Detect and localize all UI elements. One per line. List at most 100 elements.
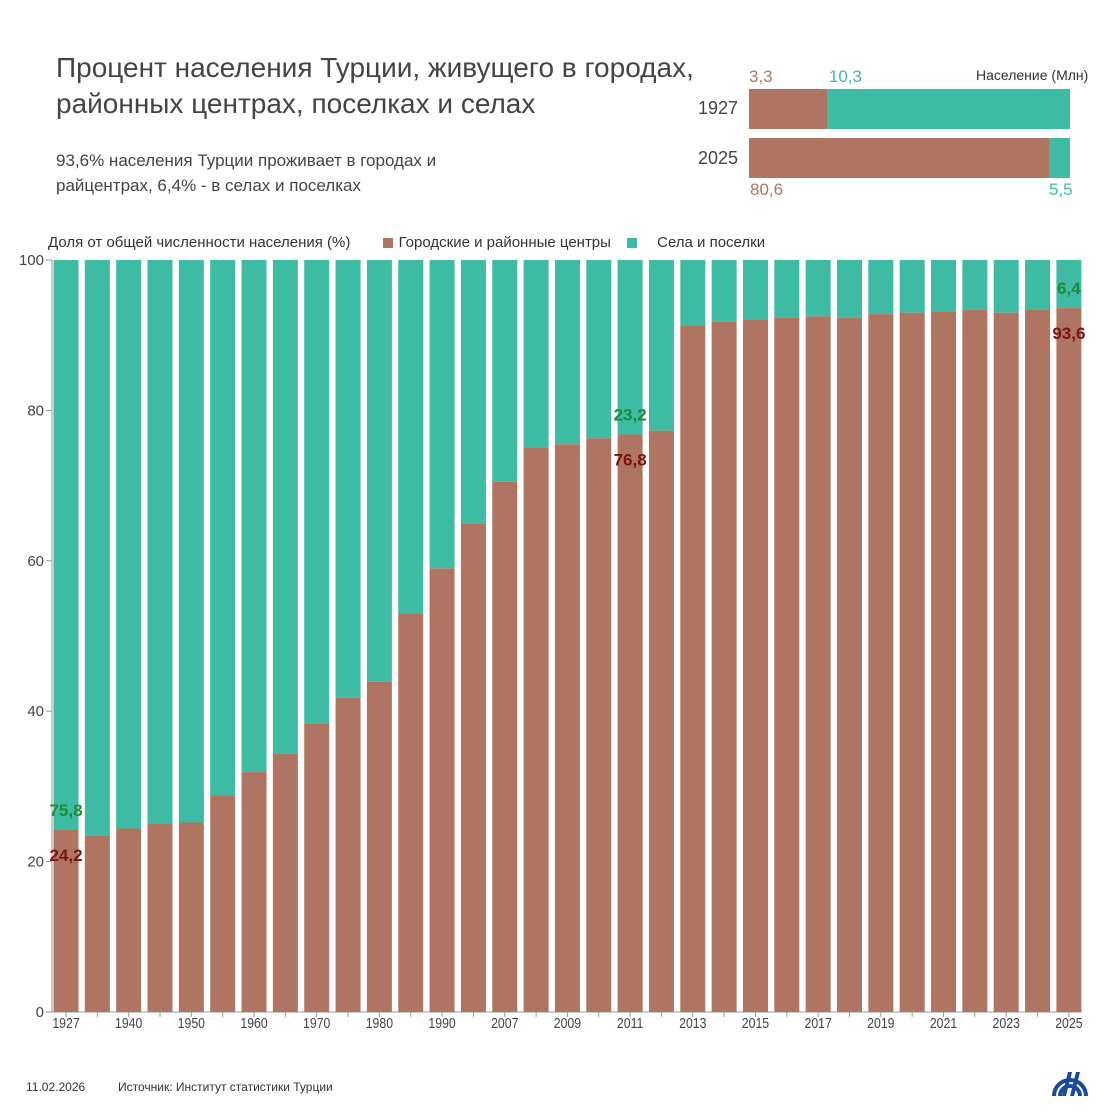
x-tick-label: 2011 bbox=[617, 1015, 643, 1031]
legend-swatch-rural bbox=[627, 238, 638, 249]
subtitle: 93,6% населения Турции проживает в город… bbox=[56, 151, 437, 195]
x-tick-label: 2013 bbox=[679, 1015, 707, 1031]
mini-unit-label: Население (Млн) bbox=[976, 67, 1089, 83]
bar-rural-1955 bbox=[210, 260, 236, 796]
bar-urban-1945 bbox=[147, 824, 173, 1012]
x-tick-label: 2019 bbox=[867, 1015, 894, 1031]
bar-rural-2024 bbox=[1025, 260, 1051, 310]
y-tick-label: 100 bbox=[19, 252, 44, 269]
x-tick-label: 1940 bbox=[115, 1015, 143, 1031]
bar-urban-1970 bbox=[304, 723, 330, 1012]
bar-rural-2020 bbox=[899, 260, 925, 313]
x-tick-label: 2017 bbox=[804, 1015, 831, 1031]
x-tick-label: 2009 bbox=[554, 1015, 581, 1031]
bar-rural-2010 bbox=[586, 260, 612, 439]
y-axis-label: Доля от общей численности населения (%) bbox=[48, 234, 351, 251]
bar-rural-1975 bbox=[335, 260, 361, 698]
data-label-rural-2011: 23,2 bbox=[614, 405, 647, 424]
bar-rural-2022 bbox=[962, 260, 988, 310]
mini-urban-label-2025: 80,6 bbox=[750, 180, 784, 199]
bar-urban-2022 bbox=[962, 309, 988, 1013]
y-tick-label: 20 bbox=[27, 854, 44, 871]
bar-rural-2012 bbox=[648, 260, 674, 431]
bar-urban-1990 bbox=[429, 568, 455, 1012]
bar-rural-2011 bbox=[617, 260, 643, 435]
mini-urban-label-1927: 3,3 bbox=[749, 67, 773, 86]
bar-urban-2010 bbox=[586, 438, 612, 1012]
data-label-urban-2025: 93,6 bbox=[1052, 324, 1085, 343]
bar-rural-2017 bbox=[805, 260, 831, 317]
bar-urban-1960 bbox=[241, 772, 267, 1012]
footer-date: 11.02.2026 bbox=[26, 1080, 86, 1094]
data-label-rural-2025: 6,4 bbox=[1057, 279, 1081, 298]
bar-urban-1985 bbox=[398, 613, 424, 1012]
mini-rural-label-2025: 5,5 bbox=[1049, 180, 1073, 199]
bar-urban-2018 bbox=[837, 317, 862, 1012]
bar-urban-1950 bbox=[178, 822, 204, 1012]
bar-urban-1955 bbox=[210, 795, 236, 1012]
bar-rural-2015 bbox=[742, 260, 768, 320]
bar-urban-1940 bbox=[116, 828, 142, 1012]
bar-urban-2025 bbox=[1056, 308, 1082, 1012]
bar-urban-2000 bbox=[460, 523, 486, 1012]
bar-urban-1980 bbox=[366, 681, 392, 1012]
stacked-bar-chart: 0 20 40 60 80 100 1927 1940 1950 1960 1970 1980 1990… bbox=[19, 252, 1085, 1031]
bar-urban-2009 bbox=[554, 444, 580, 1012]
bar-rural-2013 bbox=[680, 260, 706, 326]
page-title: Процент населения Турции, живущего в гор… bbox=[56, 52, 694, 119]
bar-urban-2017 bbox=[805, 316, 831, 1012]
bar-rural-2023 bbox=[993, 260, 1019, 313]
bar-urban-2020 bbox=[899, 312, 925, 1012]
x-tick-label: 2025 bbox=[1055, 1015, 1083, 1031]
bar-urban-1935 bbox=[84, 835, 110, 1012]
mini-year-1927: 1927 bbox=[698, 98, 739, 118]
bar-urban-1927 bbox=[53, 830, 79, 1012]
x-tick-label: 2007 bbox=[491, 1015, 518, 1031]
x-tick-label: 1990 bbox=[428, 1015, 456, 1031]
mini-bar-urban-2025 bbox=[749, 138, 1050, 178]
bar-rural-1945 bbox=[147, 260, 173, 824]
bar-urban-2021 bbox=[931, 311, 957, 1012]
data-label-rural-1927: 75,8 bbox=[49, 801, 82, 820]
x-tick-label: 2015 bbox=[742, 1015, 770, 1031]
mini-year-2025: 2025 bbox=[698, 148, 739, 168]
bar-rural-2019 bbox=[868, 260, 894, 315]
x-tick-label: 2023 bbox=[993, 1015, 1021, 1031]
bar-urban-2008 bbox=[523, 448, 549, 1012]
bar-rural-2018 bbox=[837, 260, 862, 318]
bar-rural-1980 bbox=[366, 260, 392, 682]
bar-urban-2024 bbox=[1025, 309, 1051, 1013]
bar-urban-1975 bbox=[335, 697, 361, 1012]
x-tick-label: 1950 bbox=[178, 1015, 206, 1031]
legend-rural: Села и поселки bbox=[657, 234, 766, 251]
bar-rural-2025 bbox=[1056, 260, 1082, 309]
x-tick-label: 2021 bbox=[930, 1015, 957, 1031]
bar-rural-2014 bbox=[711, 260, 737, 322]
bar-rural-1985 bbox=[398, 260, 424, 614]
bar-urban-1965 bbox=[272, 753, 298, 1012]
bar-urban-2011 bbox=[617, 434, 643, 1012]
y-tick-label: 60 bbox=[27, 553, 44, 570]
y-tick-label: 0 bbox=[36, 1004, 44, 1021]
bar-urban-2019 bbox=[868, 314, 894, 1012]
aa-logo-icon bbox=[1052, 1072, 1088, 1097]
bar-urban-2023 bbox=[993, 312, 1019, 1012]
bar-rural-1990 bbox=[429, 260, 455, 569]
bar-rural-2007 bbox=[492, 260, 518, 482]
legend-urban: Городские и районные центры bbox=[398, 234, 611, 251]
x-tick-label: 1927 bbox=[52, 1015, 79, 1031]
bar-urban-2015 bbox=[742, 319, 768, 1013]
data-label-urban-2011: 76,8 bbox=[614, 450, 647, 469]
data-label-urban-1927: 24,2 bbox=[49, 846, 82, 865]
y-tick-label: 40 bbox=[27, 703, 44, 720]
bar-rural-1970 bbox=[304, 260, 330, 724]
bar-rural-1950 bbox=[178, 260, 204, 823]
bar-rural-1960 bbox=[241, 260, 267, 773]
mini-bar-urban-1927 bbox=[749, 89, 827, 129]
legend: Доля от общей численности населения (%) … bbox=[48, 234, 765, 251]
bar-rural-1940 bbox=[116, 260, 142, 829]
bar-rural-2000 bbox=[460, 260, 486, 524]
mini-bar-rural-2025 bbox=[1049, 138, 1070, 178]
bar-rural-1935 bbox=[84, 260, 110, 836]
mini-rural-label-1927: 10,3 bbox=[828, 67, 862, 86]
